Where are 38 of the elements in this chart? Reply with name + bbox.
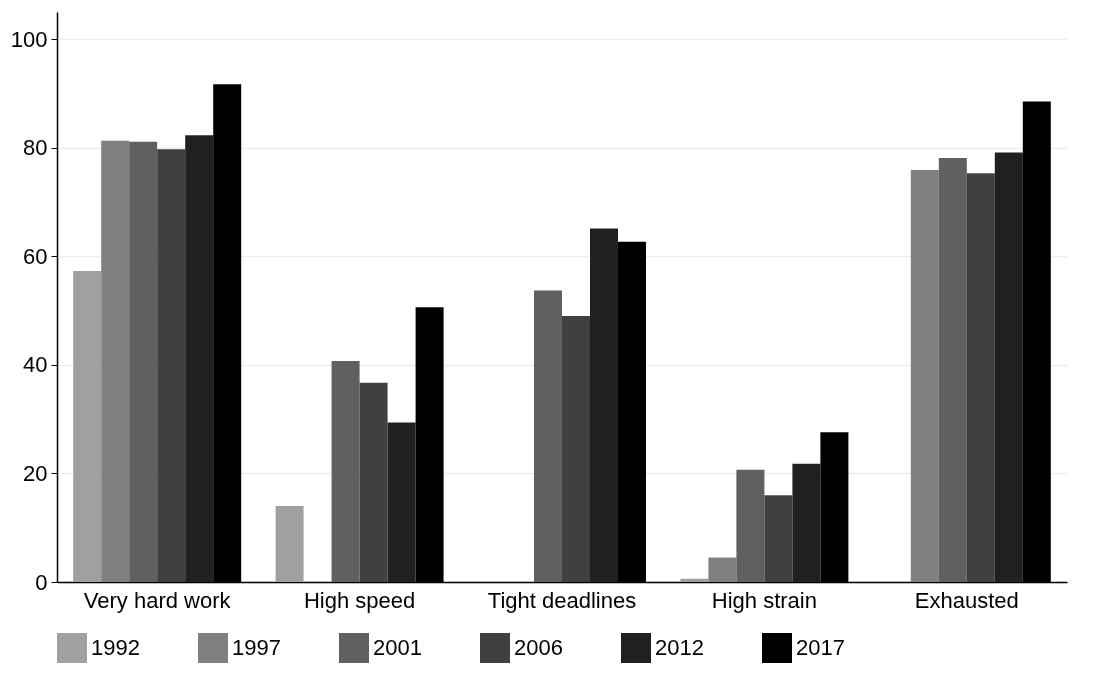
bar bbox=[359, 382, 388, 582]
bar bbox=[590, 228, 618, 582]
legend-label: 1997 bbox=[232, 635, 281, 660]
bar bbox=[910, 169, 939, 582]
bar bbox=[331, 361, 360, 582]
y-tick-label: 80 bbox=[23, 135, 48, 161]
bar bbox=[101, 140, 130, 582]
y-tick-label: 0 bbox=[35, 569, 48, 595]
bar bbox=[966, 173, 995, 582]
x-tick-label: Exhausted bbox=[914, 587, 1019, 613]
bar bbox=[994, 152, 1023, 582]
bar bbox=[185, 135, 214, 582]
x-tick-label: High strain bbox=[711, 587, 817, 613]
bar bbox=[764, 495, 793, 582]
bar bbox=[157, 149, 186, 582]
bar bbox=[680, 578, 709, 582]
bar bbox=[387, 422, 416, 582]
legend-label: 2017 bbox=[796, 635, 845, 660]
y-tick-label: 20 bbox=[23, 460, 48, 486]
y-tick-label: 100 bbox=[10, 26, 48, 52]
x-tick-label: Tight deadlines bbox=[487, 587, 637, 613]
bar bbox=[129, 141, 158, 582]
x-tick-label: Very hard work bbox=[83, 587, 232, 613]
y-tick-label: 60 bbox=[23, 243, 48, 269]
bar bbox=[938, 158, 967, 582]
x-tick-label: High speed bbox=[303, 587, 416, 613]
legend-label: 2012 bbox=[655, 635, 704, 660]
bar bbox=[792, 463, 821, 582]
bar bbox=[562, 316, 590, 582]
legend-label: 2001 bbox=[373, 635, 422, 660]
legend-label: 2006 bbox=[514, 635, 563, 660]
bar bbox=[275, 506, 304, 582]
legend-label: 1992 bbox=[91, 635, 140, 660]
bar bbox=[534, 290, 562, 582]
bar bbox=[73, 270, 102, 582]
bar bbox=[708, 557, 737, 582]
y-tick-label: 40 bbox=[23, 352, 48, 378]
bar bbox=[736, 469, 765, 582]
